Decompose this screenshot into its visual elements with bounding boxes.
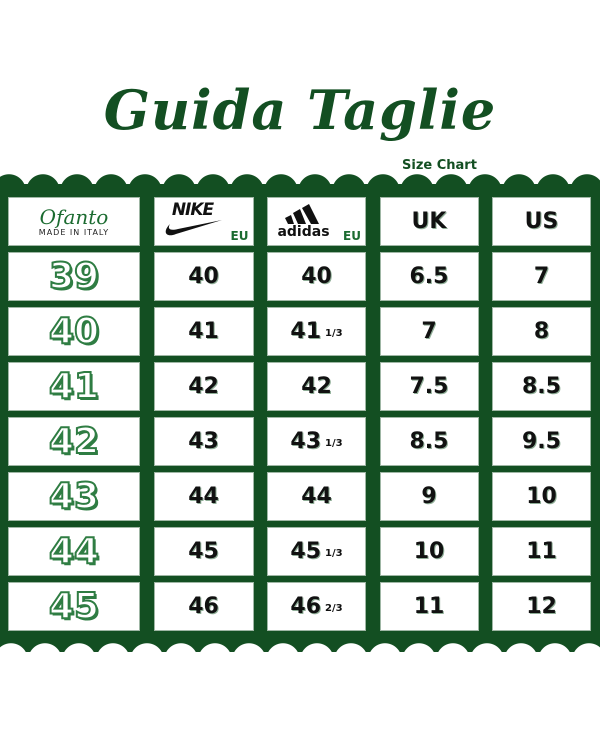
ofanto-size-value: 42 xyxy=(48,420,100,463)
nike-eu-size: 42 xyxy=(153,362,254,411)
adidas-eu-size: 44 xyxy=(267,472,366,521)
header-us: US xyxy=(492,197,591,246)
ofanto-size-value: 39 xyxy=(48,255,100,298)
adidas-eu-size: 40 xyxy=(267,252,366,301)
uk-size-value: 10 xyxy=(413,539,445,564)
uk-size: 9 xyxy=(379,472,479,521)
nike-eu-size: 41 xyxy=(153,307,254,356)
header-nike: NIKE EU xyxy=(153,197,254,246)
adidas-fraction: 1/3 xyxy=(325,548,343,559)
adidas-eu-size-value: 40 xyxy=(301,264,332,289)
adidas-eu-size: 43 1/3 xyxy=(267,417,366,466)
us-size-value: 9.5 xyxy=(522,429,561,454)
adidas-eu-size: 41 1/3 xyxy=(267,307,366,356)
nike-eu-size: 46 xyxy=(153,582,254,631)
uk-size-value: 6.5 xyxy=(409,264,449,289)
nike-eu-size-value: 44 xyxy=(188,484,219,509)
page-subtitle: Size Chart xyxy=(402,158,477,173)
adidas-stripes-icon xyxy=(285,203,320,224)
uk-size: 10 xyxy=(379,527,479,576)
ofanto-size: 41 xyxy=(8,362,140,411)
ofanto-size: 45 xyxy=(8,582,140,631)
us-size: 9.5 xyxy=(492,417,591,466)
adidas-eu-size: 42 xyxy=(267,362,366,411)
uk-size: 6.5 xyxy=(379,252,479,301)
us-size: 8.5 xyxy=(492,362,591,411)
nike-logo: NIKE xyxy=(162,200,224,238)
adidas-eu-size-value: 45 xyxy=(290,539,322,564)
adidas-eu-size-value: 44 xyxy=(301,484,332,509)
nike-eu-size-value: 42 xyxy=(188,374,219,399)
ofanto-size: 40 xyxy=(8,307,140,356)
nike-eu-size: 45 xyxy=(153,527,254,576)
us-size-value: 10 xyxy=(526,484,557,509)
nike-eu-size: 43 xyxy=(153,417,254,466)
ofanto-size: 43 xyxy=(8,472,140,521)
uk-size-value: 9 xyxy=(421,484,437,509)
uk-size-value: 7.5 xyxy=(409,374,449,399)
adidas-eu-size-value: 42 xyxy=(301,374,332,399)
us-size: 12 xyxy=(492,582,591,631)
us-size: 8 xyxy=(492,307,591,356)
nike-swoosh-icon xyxy=(165,219,222,235)
adidas-eu-size-value: 41 xyxy=(290,319,322,344)
ofanto-tagline: MADE IN ITALY xyxy=(38,228,110,237)
adidas-logo: adidas xyxy=(277,203,330,240)
us-size-value: 8.5 xyxy=(522,374,561,399)
us-size-value: 11 xyxy=(526,539,557,564)
ofanto-size: 44 xyxy=(8,527,140,576)
adidas-eu-size-value: 46 xyxy=(290,594,322,619)
us-size-value: 7 xyxy=(533,264,550,289)
ofanto-size-value: 40 xyxy=(48,310,100,353)
ofanto-size-value: 41 xyxy=(48,365,100,408)
us-size: 11 xyxy=(492,527,591,576)
adidas-fraction: 2/3 xyxy=(325,603,343,614)
nike-eu-size-value: 46 xyxy=(188,594,219,619)
header-adidas: adidas EU xyxy=(267,197,366,246)
nike-eu-size: 40 xyxy=(153,252,254,301)
uk-size: 8.5 xyxy=(379,417,479,466)
us-size: 7 xyxy=(492,252,591,301)
uk-size: 7.5 xyxy=(379,362,479,411)
nike-eu-size: 44 xyxy=(153,472,254,521)
ofanto-size-value: 43 xyxy=(48,475,100,518)
ofanto-logo: Ofanto xyxy=(39,205,109,229)
us-size-value: 8 xyxy=(533,319,550,344)
us-size-value: 12 xyxy=(526,594,557,619)
uk-size-value: 8.5 xyxy=(409,429,449,454)
ofanto-size: 42 xyxy=(8,417,140,466)
us-size: 10 xyxy=(492,472,591,521)
adidas-eu-size: 46 2/3 xyxy=(267,582,366,631)
size-table: Ofanto MADE IN ITALY NIKE EU adidas EU U… xyxy=(8,197,591,631)
ofanto-size: 39 xyxy=(8,252,140,301)
nike-eu-size-value: 41 xyxy=(188,319,219,344)
header-ofanto: Ofanto MADE IN ITALY xyxy=(8,197,140,246)
uk-size: 11 xyxy=(379,582,479,631)
uk-size-value: 11 xyxy=(413,594,445,619)
header-uk: UK xyxy=(379,197,479,246)
nike-unit: EU xyxy=(230,229,249,243)
adidas-unit: EU xyxy=(343,229,361,243)
adidas-eu-size: 45 1/3 xyxy=(267,527,366,576)
nike-eu-size-value: 43 xyxy=(188,429,219,454)
nike-eu-size-value: 40 xyxy=(188,264,219,289)
uk-size-value: 7 xyxy=(421,319,437,344)
adidas-eu-size-value: 43 xyxy=(290,429,322,454)
uk-size: 7 xyxy=(379,307,479,356)
ofanto-size-value: 45 xyxy=(48,585,100,628)
page-title: Guida Taglie xyxy=(103,78,497,142)
nike-eu-size-value: 45 xyxy=(188,539,219,564)
adidas-fraction: 1/3 xyxy=(325,328,343,339)
scallop-top-border xyxy=(0,174,600,185)
adidas-fraction: 1/3 xyxy=(325,438,343,449)
ofanto-size-value: 44 xyxy=(48,530,100,573)
